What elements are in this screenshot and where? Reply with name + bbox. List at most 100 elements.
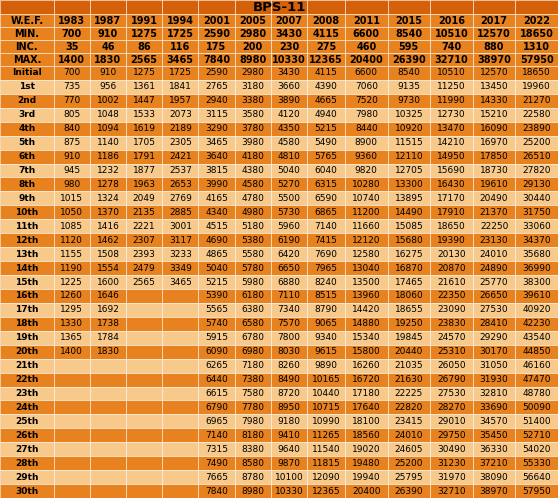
- Bar: [54, 400, 90, 414]
- Text: 3001: 3001: [169, 222, 192, 231]
- Text: 1324: 1324: [97, 194, 119, 203]
- Bar: [516, 205, 558, 219]
- Text: 1085: 1085: [60, 222, 83, 231]
- Text: 16th: 16th: [15, 291, 39, 300]
- Text: 875: 875: [63, 138, 80, 147]
- Bar: [307, 27, 345, 40]
- Bar: [90, 14, 126, 27]
- Bar: [90, 456, 126, 470]
- Text: 34370: 34370: [522, 236, 551, 245]
- Text: 5390: 5390: [205, 291, 228, 300]
- Bar: [516, 219, 558, 233]
- Bar: [199, 289, 235, 303]
- Text: 28th: 28th: [15, 459, 39, 468]
- Text: 3815: 3815: [205, 166, 228, 175]
- Bar: [199, 428, 235, 442]
- Bar: [271, 470, 307, 484]
- Text: 15340: 15340: [352, 333, 381, 342]
- Text: 910: 910: [63, 152, 80, 161]
- Bar: [388, 163, 430, 177]
- Text: 38970: 38970: [480, 487, 508, 496]
- Text: 23830: 23830: [437, 319, 466, 328]
- Bar: [162, 149, 199, 163]
- Text: 6420: 6420: [277, 249, 300, 258]
- Bar: [388, 40, 430, 53]
- Bar: [516, 163, 558, 177]
- Bar: [0, 331, 54, 345]
- Bar: [430, 289, 473, 303]
- Text: 31750: 31750: [522, 208, 551, 217]
- Text: 22350: 22350: [437, 291, 466, 300]
- Text: 24th: 24th: [15, 403, 39, 412]
- Text: 2307: 2307: [133, 236, 156, 245]
- Bar: [54, 205, 90, 219]
- Text: 1725: 1725: [167, 28, 194, 38]
- Bar: [162, 94, 199, 108]
- Bar: [473, 247, 516, 261]
- Text: 4690: 4690: [205, 236, 228, 245]
- Bar: [126, 345, 162, 359]
- Text: 21630: 21630: [395, 375, 423, 384]
- Text: 14330: 14330: [480, 96, 508, 106]
- Text: 24010: 24010: [480, 249, 508, 258]
- Text: 5040: 5040: [277, 166, 300, 175]
- Text: 12120: 12120: [352, 236, 381, 245]
- Text: 7110: 7110: [277, 291, 300, 300]
- Bar: [388, 331, 430, 345]
- Bar: [235, 53, 271, 66]
- Bar: [0, 484, 54, 498]
- Bar: [388, 247, 430, 261]
- Text: 275: 275: [316, 41, 336, 51]
- Bar: [235, 442, 271, 456]
- Bar: [162, 66, 199, 80]
- Bar: [235, 331, 271, 345]
- Text: 24890: 24890: [480, 263, 508, 272]
- Bar: [235, 247, 271, 261]
- Text: 26th: 26th: [15, 431, 39, 440]
- Text: W.E.F.: W.E.F.: [10, 15, 44, 25]
- Bar: [199, 331, 235, 345]
- Text: 15690: 15690: [437, 166, 466, 175]
- Text: 6580: 6580: [241, 319, 264, 328]
- Text: 9640: 9640: [277, 445, 300, 454]
- Bar: [199, 177, 235, 191]
- Text: 1994: 1994: [167, 15, 194, 25]
- Text: 2016: 2016: [438, 15, 465, 25]
- Text: 20490: 20490: [480, 194, 508, 203]
- Bar: [345, 428, 388, 442]
- Bar: [54, 27, 90, 40]
- Bar: [199, 261, 235, 275]
- Text: 805: 805: [63, 110, 80, 120]
- Text: 17170: 17170: [437, 194, 466, 203]
- Text: 2590: 2590: [203, 28, 230, 38]
- Bar: [473, 345, 516, 359]
- Bar: [307, 400, 345, 414]
- Bar: [90, 289, 126, 303]
- Bar: [126, 191, 162, 205]
- Text: 3890: 3890: [277, 96, 300, 106]
- Text: 1260: 1260: [60, 291, 83, 300]
- Bar: [90, 108, 126, 122]
- Bar: [430, 414, 473, 428]
- Bar: [430, 442, 473, 456]
- Bar: [388, 80, 430, 94]
- Bar: [162, 80, 199, 94]
- Bar: [473, 163, 516, 177]
- Bar: [307, 331, 345, 345]
- Text: 116: 116: [170, 41, 190, 51]
- Text: 10990: 10990: [311, 417, 340, 426]
- Text: 4th: 4th: [18, 124, 36, 133]
- Bar: [235, 0, 271, 14]
- Bar: [162, 135, 199, 149]
- Bar: [430, 27, 473, 40]
- Text: 35680: 35680: [522, 249, 551, 258]
- Text: 86: 86: [137, 41, 151, 51]
- Text: 16260: 16260: [352, 361, 381, 370]
- Bar: [271, 484, 307, 498]
- Bar: [162, 359, 199, 373]
- Text: 14210: 14210: [437, 138, 466, 147]
- Bar: [345, 386, 388, 400]
- Bar: [430, 484, 473, 498]
- Bar: [90, 94, 126, 108]
- Text: 7415: 7415: [315, 236, 338, 245]
